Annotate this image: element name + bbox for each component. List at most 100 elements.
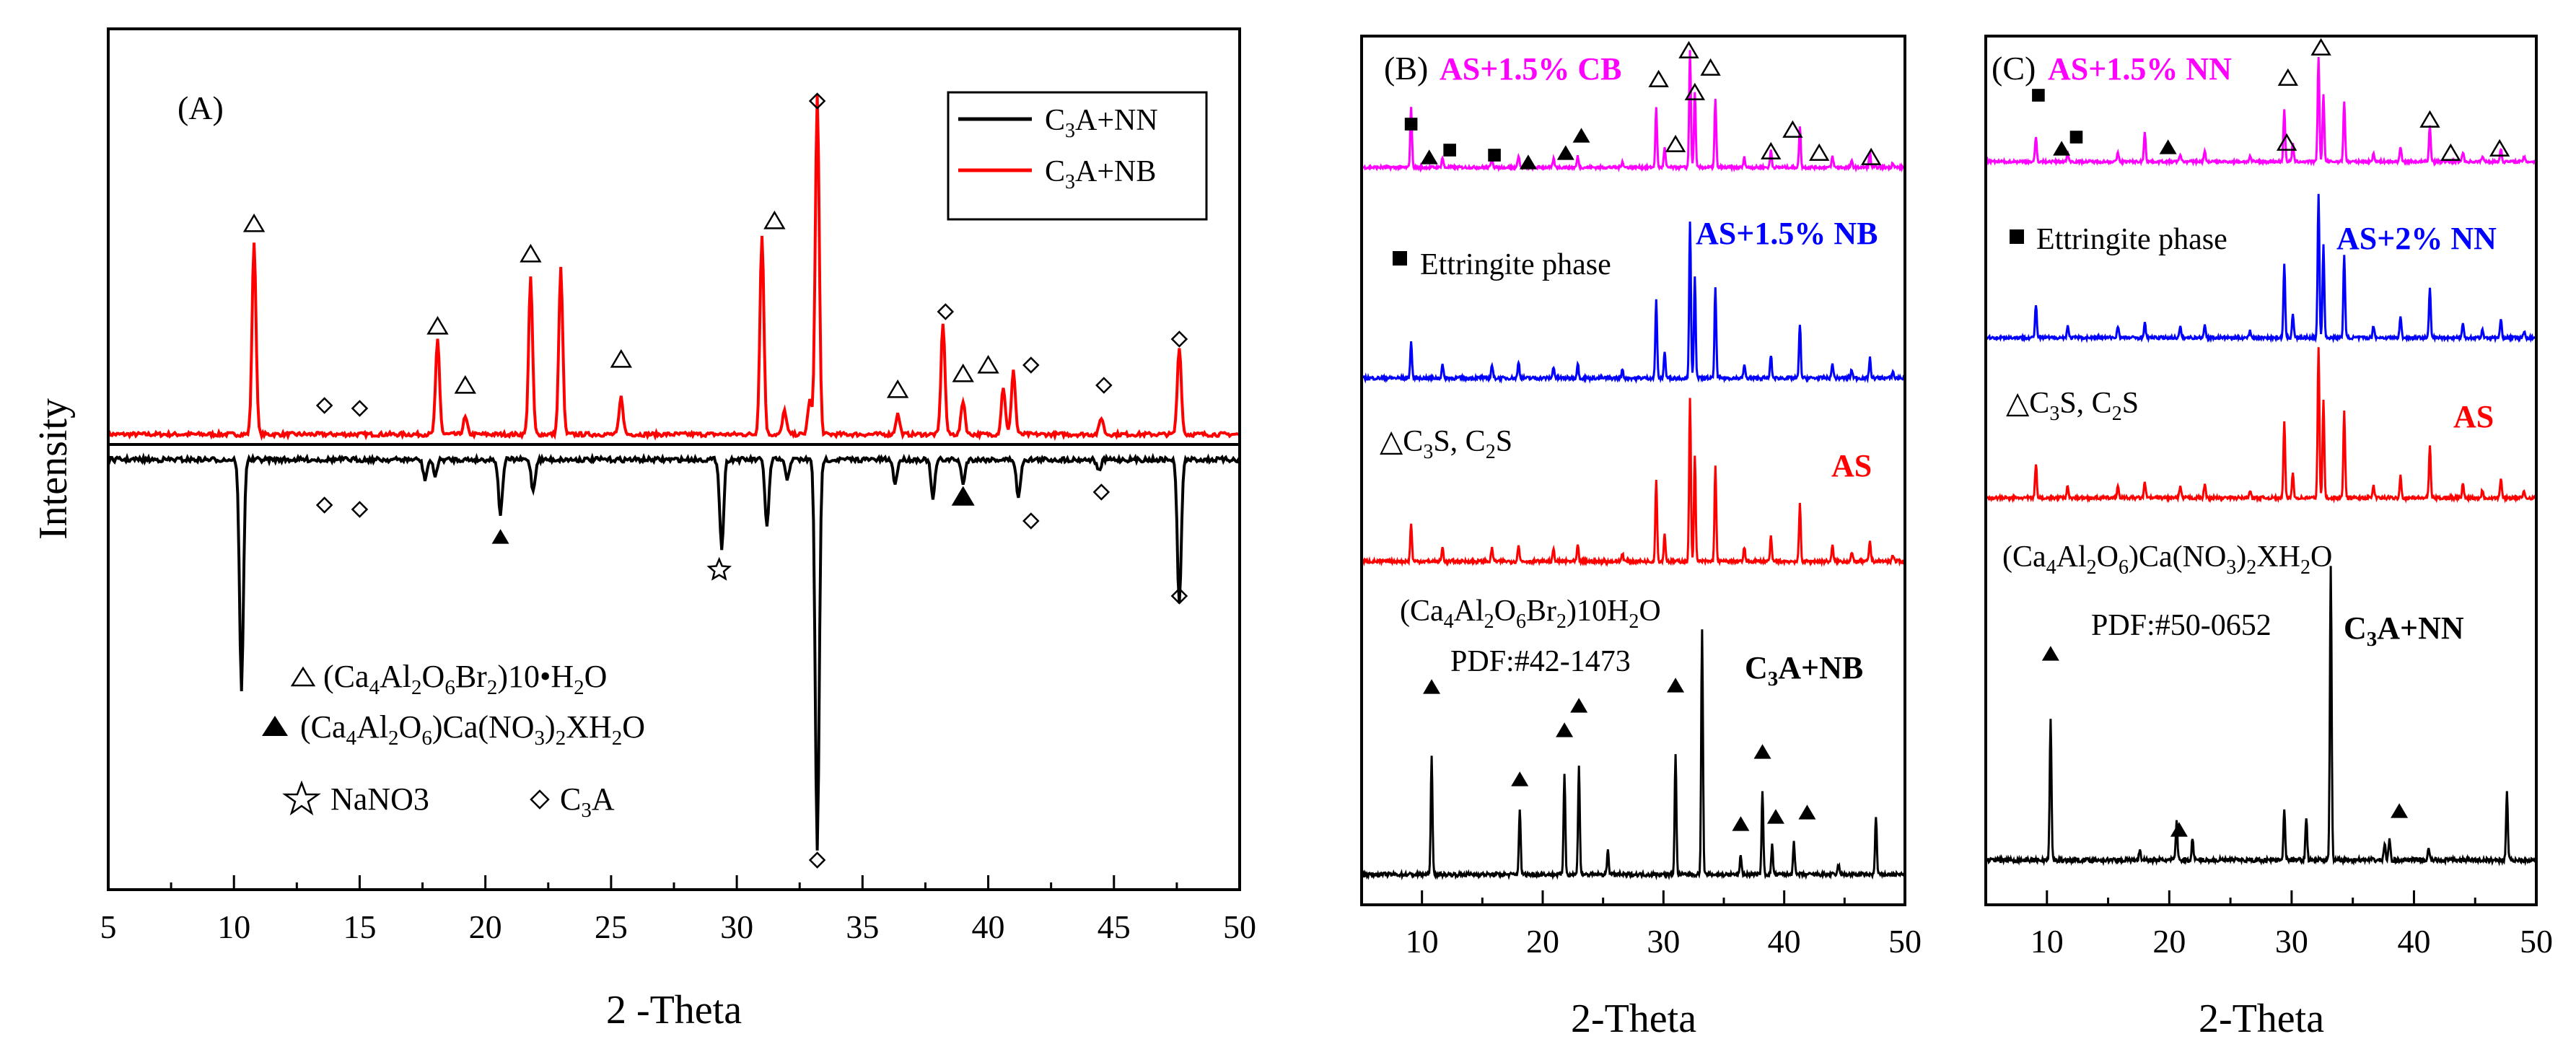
triangle-open-marker (520, 243, 542, 263)
x-tick-label: 45 (1098, 908, 1131, 945)
series-label: AS (1831, 448, 1872, 483)
series-line-c3a-nb (1361, 629, 1906, 881)
pdf-label: PDF:#42-1473 (1450, 645, 1631, 678)
x-axis-label: 2-Theta (2199, 996, 2324, 1041)
peak-markers (2032, 38, 2510, 837)
series-label: AS+1.5% CB (1440, 51, 1621, 87)
star-marker (706, 556, 732, 581)
x-axis-label: 2 -Theta (606, 988, 742, 1033)
triangle-open-marker (2440, 143, 2461, 161)
square-marker (1404, 118, 1418, 131)
triangle-filled-marker (491, 529, 509, 544)
diamond-marker (351, 400, 369, 417)
triangle-filled-marker (1732, 816, 1750, 831)
series-line-as-1-5-nn (1984, 56, 2537, 167)
peak-markers (1404, 40, 1882, 831)
diamond-marker (808, 851, 826, 869)
x-tick-label: 15 (343, 908, 376, 945)
key-phase-1: (Ca4Al2O6Br2)10•H2O (323, 659, 607, 699)
key-triangle-filled-icon (262, 716, 288, 736)
y-axis-label: Intensity (31, 398, 76, 540)
key-diamond-icon (530, 789, 550, 810)
series-line-as (1985, 347, 2537, 504)
pdf-label: PDF:#50-0652 (2091, 609, 2271, 642)
phase-key: (Ca4Al2O6Br2)10•H2O (Ca4Al2O6)Ca(NO3)2XH… (262, 659, 645, 822)
x-tick-label: 30 (1647, 923, 1680, 960)
peak-markers (242, 92, 1188, 869)
series-line-as-1-5-cb (1361, 50, 1906, 173)
x-tick-label: 40 (2397, 923, 2430, 960)
triangle-filled-marker (1798, 805, 1816, 820)
triangle-open-marker (2276, 133, 2297, 151)
diamond-marker (1095, 377, 1113, 394)
x-tick-label: 30 (720, 908, 753, 945)
series-line-c3a-nb (107, 94, 1241, 442)
triangle-open-marker (1678, 40, 1699, 58)
x-tick-label: 25 (595, 908, 628, 945)
triangle-filled-marker (1556, 722, 1574, 737)
x-tick-label: 10 (2030, 923, 2064, 960)
plot-frame (1360, 35, 1906, 906)
series-label: AS+2% NN (2336, 221, 2497, 256)
triangle-filled-marker (1570, 698, 1588, 713)
x-axis-ticks: 10 20 30 40 50 (1406, 890, 1922, 960)
key-triangle-open-icon (290, 666, 316, 687)
x-axis-label: 2-Theta (1571, 996, 1696, 1041)
triangle-open-marker (2489, 139, 2510, 157)
legend-label-c3a-nb: C3A+NB (1045, 155, 1156, 193)
diamond-marker (1092, 483, 1110, 501)
square-marker (2032, 89, 2045, 102)
diamond-marker (1022, 512, 1040, 530)
triangle-filled-marker (1423, 679, 1441, 694)
panel-a: 5 10 15 20 25 30 35 40 45 50 (A) Intensity 2 -The… (31, 27, 1256, 1033)
diamond-marker (808, 92, 826, 110)
triangle-open-marker (886, 379, 909, 398)
triangle-open-marker (1860, 147, 1882, 165)
series-line-as-1-5-nb (1360, 222, 1906, 385)
triangle-open-marker (2310, 38, 2331, 56)
triangle-filled-marker (1519, 154, 1537, 170)
diamond-marker (315, 397, 333, 414)
triangle-open-marker (952, 363, 974, 382)
triangle-filled-marker (2053, 141, 2071, 156)
key-star-icon (282, 780, 321, 816)
plot-frame (1984, 35, 2538, 906)
diamond-marker (1170, 330, 1188, 348)
triangle-open-marker (610, 349, 633, 368)
triangle-filled-marker (1753, 744, 1771, 759)
square-marker (2069, 131, 2083, 144)
triangle-open-marker (1809, 143, 1830, 161)
x-axis-ticks: 5 10 15 20 25 30 35 40 45 50 (100, 875, 1256, 945)
triangle-open-marker (2277, 68, 2298, 86)
triangle-open-marker (763, 210, 786, 229)
key-phase-3: NaNO3 (330, 781, 429, 817)
x-tick-label: 40 (1768, 923, 1801, 960)
triangle-filled-marker (1766, 809, 1784, 824)
triangle-filled-marker (2391, 803, 2409, 818)
triangle-filled-marker (951, 486, 975, 506)
panel-c: 10 20 30 40 50 2-Theta (C) AS+1.5% NN AS+2% … (1984, 35, 2553, 1041)
triangle-filled-marker (1511, 771, 1529, 786)
triangle-filled-marker (1572, 128, 1590, 143)
x-tick-label: 20 (469, 908, 502, 945)
panel-label: (A) (178, 89, 224, 126)
series-line-as (1361, 398, 1906, 568)
triangle-open-marker (426, 315, 449, 335)
triangle-open-marker (1684, 82, 1706, 100)
triangle-filled-marker (2041, 646, 2059, 661)
series-label: C3A+NB (1745, 650, 1863, 691)
diamond-marker (1170, 587, 1188, 605)
diamond-marker (315, 496, 333, 514)
c3s-label: △C3S, C2S (1380, 425, 1512, 463)
diamond-marker (351, 501, 369, 518)
ettringite-square-icon (1393, 251, 1407, 266)
triangle-filled-marker (1420, 149, 1438, 165)
x-tick-label: 10 (217, 908, 250, 945)
x-tick-label: 20 (1526, 923, 1559, 960)
triangle-filled-marker (1667, 678, 1685, 693)
key-phase-2: (Ca4Al2O6)Ca(NO3)2XH2O (300, 709, 645, 750)
x-tick-label: 50 (1223, 908, 1256, 945)
triangle-filled-marker (1556, 145, 1574, 160)
series-line-c3a-nn (107, 452, 1241, 851)
